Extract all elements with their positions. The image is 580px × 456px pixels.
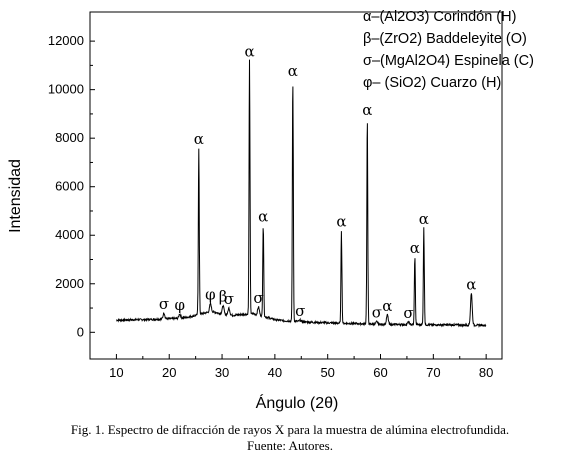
peak-label: σ [372,304,382,322]
x-tick-label: 40 [268,365,282,380]
peak-label: σ [295,302,305,320]
x-tick-label: 30 [215,365,229,380]
peak-label: α [410,239,420,257]
peak-label: α [194,130,204,148]
peak-label: φ [205,286,216,304]
legend-entry: α–(Al2O3) Corindón (H) [363,9,516,25]
peak-label: φ [175,296,186,314]
legend-entry: σ–(MgAl2O4) Espinela (C) [363,53,534,69]
peak-label: σ [224,290,234,308]
peak-label: α [362,101,372,119]
y-tick-label: 0 [77,324,84,339]
peak-label: β [219,288,228,306]
peak-label: α [244,43,254,61]
y-tick-label: 8000 [55,130,84,145]
y-tick-label: 4000 [55,227,84,242]
spectrum-line [116,59,487,328]
peak-label: α [258,208,268,226]
x-tick-label: 50 [320,365,334,380]
peak-label: α [382,297,392,315]
x-axis-ticks: 10 20 30 40 50 60 70 80 [109,354,493,380]
legend: α–(Al2O3) Corindón (H) β–(ZrO2) Baddeleyi… [363,9,534,91]
figure-caption: Fig. 1. Espectro de difracción de rayos … [70,422,510,437]
peak-label: α [336,212,346,230]
x-tick-label: 70 [426,365,440,380]
y-tick-label: 12000 [48,33,84,48]
figure-source: Fuente: Autores. [247,438,333,453]
peak-label: σ [159,295,169,313]
y-axis-ticks: 0 2000 4000 6000 8000 10000 12000 [48,33,95,339]
x-tick-label: 20 [162,365,176,380]
y-axis-title: Intensidad [7,159,24,233]
x-tick-label: 60 [373,365,387,380]
xrd-chart: 10 20 30 40 50 60 70 80 0 2000 4000 6000 8000 10000 1… [7,9,534,412]
x-tick-label: 10 [109,365,123,380]
plot-frame [89,11,503,360]
peak-label: α [419,210,429,228]
y-tick-label: 2000 [55,276,84,291]
x-tick-label: 80 [479,365,493,380]
legend-entry: φ– (SiO2) Cuarzo (H) [363,75,501,91]
peak-label: σ [253,289,263,307]
y-tick-label: 10000 [48,82,84,97]
peak-label: σ [403,304,413,322]
legend-entry: β–(ZrO2) Baddeleyite (O) [363,31,527,47]
peak-label: α [288,62,298,80]
x-axis-title: Ángulo (2θ) [256,393,339,412]
peak-label: α [466,275,476,293]
y-tick-label: 6000 [55,179,84,194]
